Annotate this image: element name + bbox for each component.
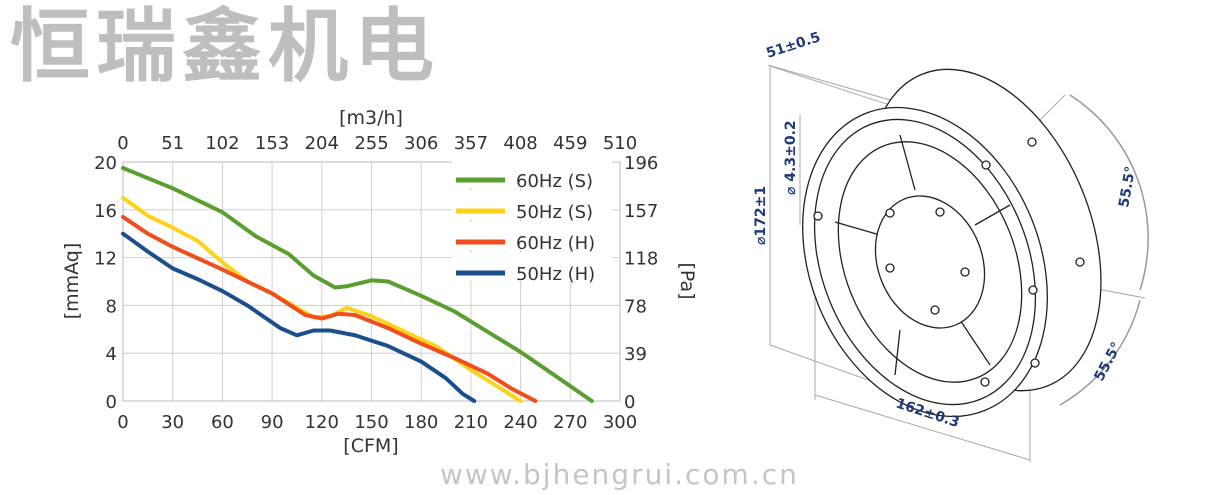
- x2-tick-label: 357: [454, 133, 488, 154]
- legend-background: [452, 253, 612, 281]
- legend-label: 60Hz (H): [516, 233, 595, 254]
- angle-dimension-upper: 55.5°: [1116, 165, 1139, 209]
- depth-dimension: 51±0.5: [764, 29, 822, 62]
- series-line-50hz-h-: [121, 231, 477, 403]
- y-tick-label: 12: [94, 249, 117, 270]
- y-tick-label: 0: [106, 392, 117, 413]
- x2-tick-label: 510: [603, 133, 637, 154]
- x-tick-label: 240: [503, 412, 537, 433]
- pq-chart: 0030516010290153120204150255180306210357…: [61, 107, 698, 457]
- x-tick-label: 300: [603, 412, 637, 433]
- y2-tick-label: 39: [624, 344, 647, 365]
- y-tick-label: 16: [94, 201, 117, 222]
- y2-tick-label: 118: [624, 249, 658, 270]
- angle-dimension-lower: 55.5°: [1091, 340, 1125, 384]
- x-axis-label: [CFM]: [343, 435, 398, 457]
- x2-tick-label: 306: [404, 133, 438, 154]
- y2-tick-label: 157: [624, 201, 658, 222]
- y-tick-label: 8: [106, 296, 117, 317]
- legend-label: 50Hz (H): [516, 264, 595, 285]
- x2-tick-label: 459: [553, 133, 587, 154]
- legend: 60Hz (S) 50Hz (S) 60Hz (H) 50Hz (H): [452, 160, 612, 285]
- x-tick-label: 150: [354, 412, 388, 433]
- legend-background: [452, 160, 612, 188]
- x-tick-label: 270: [553, 412, 587, 433]
- hole-dimension: ⌀ 4.3±0.2: [783, 120, 799, 195]
- angle-arc: [1069, 94, 1149, 291]
- x2-tick-label: 204: [305, 133, 339, 154]
- x2-tick-label: 102: [205, 133, 239, 154]
- dim-line: [1039, 94, 1066, 121]
- series-line-60hz-h-: [121, 214, 538, 403]
- y2-tick-label: 196: [624, 153, 658, 174]
- x-tick-label: 90: [261, 412, 284, 433]
- diameter-dimension: ⌀172±1: [753, 186, 769, 245]
- x2-tick-label: 408: [503, 133, 537, 154]
- plot-frame: [122, 161, 621, 402]
- legend-label: 60Hz (S): [516, 171, 593, 192]
- fan-blade: [834, 134, 1011, 376]
- tick-labels: 0030516010290153120204150255180306210357…: [94, 133, 658, 433]
- x-tick-label: 60: [211, 412, 234, 433]
- legend-background: [452, 222, 612, 250]
- y-tick-label: 20: [94, 153, 117, 174]
- y2-tick-label: 0: [624, 392, 635, 413]
- x-tick-label: 0: [117, 412, 128, 433]
- y2-tick-label: 78: [624, 296, 647, 317]
- y-tick-label: 4: [106, 344, 117, 365]
- x-tick-label: 120: [305, 412, 339, 433]
- legend-label: 50Hz (S): [516, 202, 593, 223]
- x2-axis-label: [m3/h]: [339, 107, 403, 129]
- x2-tick-label: 153: [255, 133, 289, 154]
- y2-axis-label: [Pa]: [676, 262, 698, 299]
- dim-line: [814, 394, 1031, 461]
- x-tick-label: 210: [454, 412, 488, 433]
- grid: [122, 161, 621, 402]
- x2-tick-label: 51: [161, 133, 184, 154]
- series-lines: [121, 165, 594, 403]
- series-line-60hz-s-: [121, 165, 594, 403]
- angle-arc: [1059, 299, 1141, 406]
- fan-hub: [874, 195, 986, 329]
- legend-background: [452, 191, 612, 219]
- x2-tick-label: 0: [117, 133, 128, 154]
- dim-line: [769, 65, 906, 111]
- y-axis-label: [mmAq]: [61, 243, 83, 320]
- x-tick-label: 180: [404, 412, 438, 433]
- x2-tick-label: 255: [354, 133, 388, 154]
- x-tick-label: 30: [161, 412, 184, 433]
